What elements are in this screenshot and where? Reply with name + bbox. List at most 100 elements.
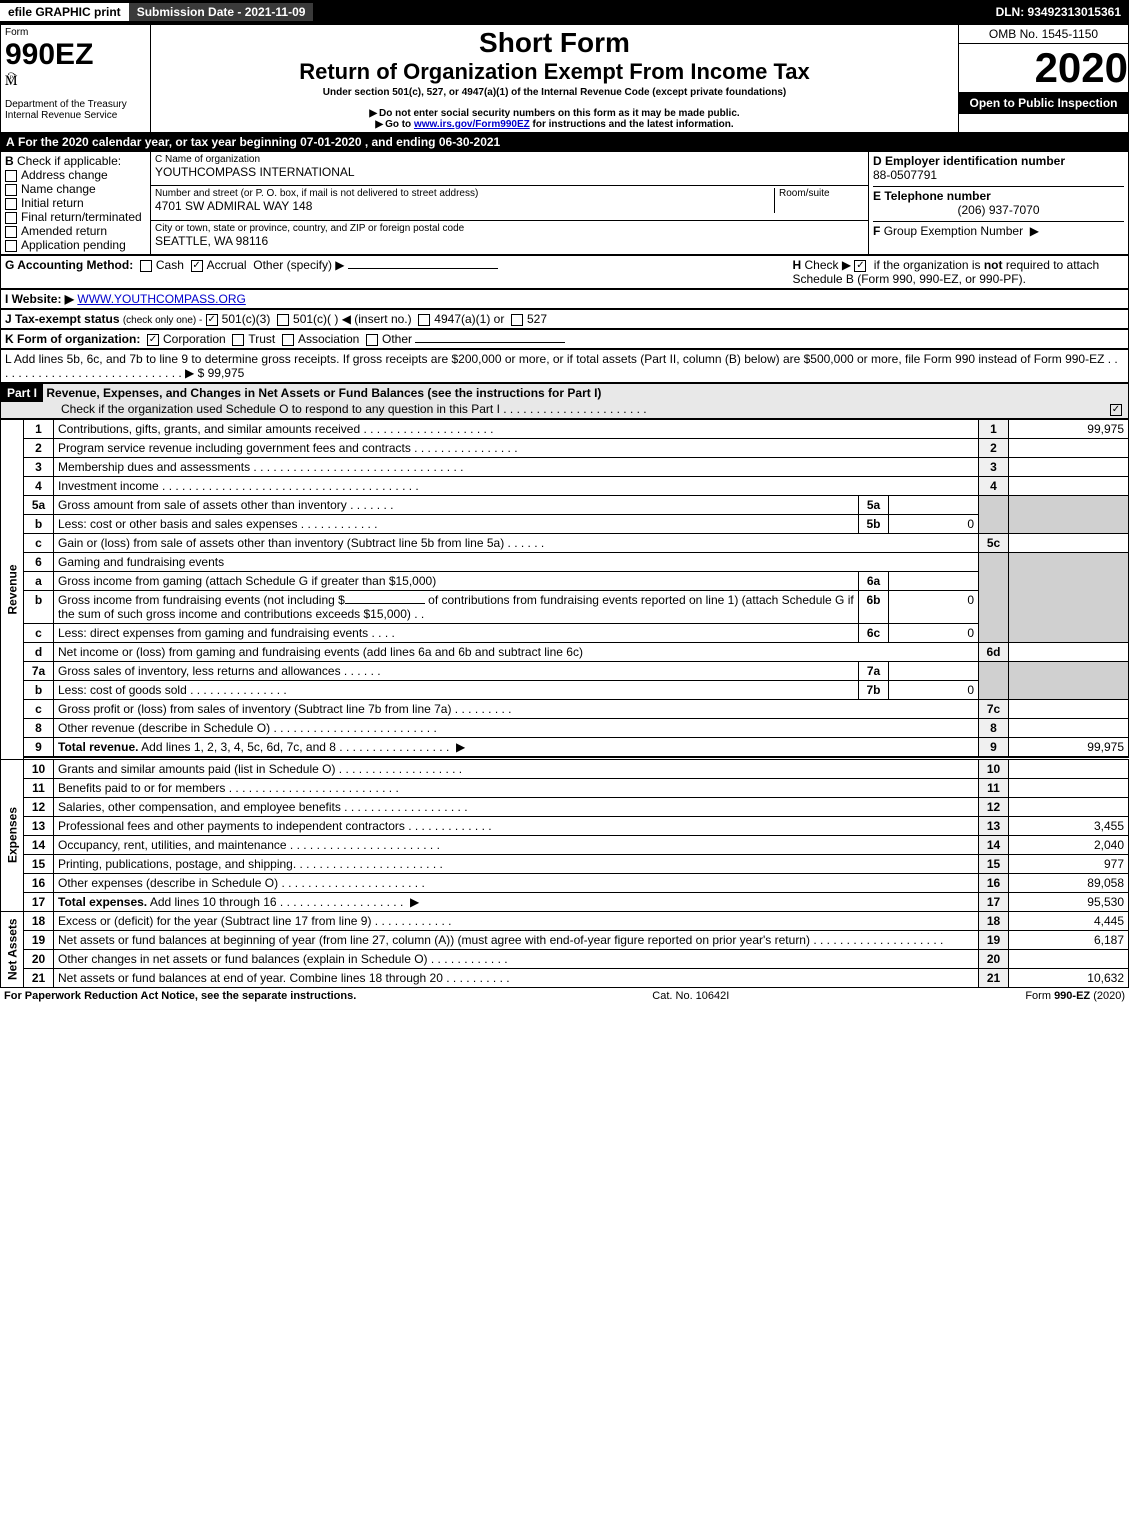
opt-amended-return: Amended return [21,224,107,238]
line-11-text: Benefits paid to or for members . . . . … [54,778,979,797]
line-5a-text: Gross amount from sale of assets other t… [54,496,859,515]
line-6-text: Gaming and fundraising events [54,553,979,572]
line-10-col: 10 [979,759,1009,778]
part1-lines: Revenue 1 Contributions, gifts, grants, … [0,419,1129,988]
form-word: Form [5,27,146,38]
line-12-no: 12 [24,797,54,816]
line-5c-col: 5c [979,534,1009,553]
checkbox-schedule-o-part1[interactable] [1110,404,1122,416]
sections-gh: G Accounting Method: Cash Accrual Other … [0,255,1129,289]
omb-number: OMB No. 1545-1150 [959,25,1128,44]
line-2-text: Program service revenue including govern… [54,439,979,458]
check-applicable: Check if applicable: [17,154,121,168]
checkbox-501c[interactable] [277,314,289,326]
checkbox-schedule-b[interactable] [854,260,866,272]
city-value: SEATTLE, WA 98116 [155,234,864,248]
checkbox-accrual[interactable] [191,260,203,272]
opt-501c: 501(c)( ) ◀ (insert no.) [293,312,412,326]
line-20-col: 20 [979,949,1009,968]
line-7c-amount [1009,700,1129,719]
section-h-check: Check ▶ [805,258,852,272]
line-7c-no: c [24,700,54,719]
line-1-no: 1 [24,420,54,439]
line-4-amount [1009,477,1129,496]
footer: For Paperwork Reduction Act Notice, see … [0,988,1129,1004]
line-11-col: 11 [979,778,1009,797]
part1-label: Part I [1,384,43,402]
line-5b-sub: 5b [859,515,889,534]
checkbox-amended-return[interactable] [5,226,17,238]
line-9-no: 9 [24,738,54,758]
line-6a-no: a [24,572,54,591]
room-label: Room/suite [779,188,864,199]
irs-link[interactable]: www.irs.gov/Form990EZ [414,119,530,130]
checkbox-address-change[interactable] [5,170,17,182]
address-value: 4701 SW ADMIRAL WAY 148 [155,199,774,213]
checkbox-527[interactable] [511,314,523,326]
submission-date: Submission Date - 2021-11-09 [129,3,314,21]
line-7a-sub: 7a [859,662,889,681]
opt-corp: Corporation [163,332,226,346]
checkbox-501c3[interactable] [206,314,218,326]
checkbox-assoc[interactable] [282,334,294,346]
opt-assoc: Association [298,332,359,346]
addr-label: Number and street (or P. O. box, if mail… [155,188,774,199]
checkbox-trust[interactable] [232,334,244,346]
line-20-text: Other changes in net assets or fund bala… [54,949,979,968]
line-2-amount [1009,439,1129,458]
line-7c-col: 7c [979,700,1009,719]
checkbox-4947[interactable] [418,314,430,326]
opt-4947: 4947(a)(1) or [434,312,504,326]
checkbox-name-change[interactable] [5,184,17,196]
short-form-title: Short Form [155,27,954,59]
line-3-no: 3 [24,458,54,477]
checkbox-corp[interactable] [147,334,159,346]
tax-year: 2020 [959,44,1128,92]
checkbox-application-pending[interactable] [5,240,17,252]
line-11-amount [1009,778,1129,797]
line-7b-subamt: 0 [889,681,979,700]
line-7b-text: Less: cost of goods sold . . . . . . . .… [54,681,859,700]
footer-left: For Paperwork Reduction Act Notice, see … [4,990,356,1002]
line-5c-amount [1009,534,1129,553]
line-16-no: 16 [24,873,54,892]
section-l: L Add lines 5b, 6c, and 7b to line 9 to … [1,350,1129,383]
line-14-amount: 2,040 [1009,835,1129,854]
line-11-no: 11 [24,778,54,797]
open-public: Open to Public Inspection [959,92,1128,114]
line-5a-sub: 5a [859,496,889,515]
line-6-no: 6 [24,553,54,572]
line-6d-col: 6d [979,643,1009,662]
line-18-no: 18 [24,911,54,930]
line-1-text: Contributions, gifts, grants, and simila… [54,420,979,439]
line-20-no: 20 [24,949,54,968]
ssn-note: Do not enter social security numbers on … [379,108,740,119]
line-17-col: 17 [979,892,1009,911]
line-16-text: Other expenses (describe in Schedule O) … [54,873,979,892]
line-12-col: 12 [979,797,1009,816]
line-17-amount: 95,530 [1009,892,1129,911]
opt-501c3: 501(c)(3) [222,312,271,326]
line-12-text: Salaries, other compensation, and employ… [54,797,979,816]
opt-final-return: Final return/terminated [21,210,142,224]
checkbox-other-org[interactable] [366,334,378,346]
line-10-no: 10 [24,759,54,778]
line-18-text: Excess or (deficit) for the year (Subtra… [54,911,979,930]
line-7a-subamt [889,662,979,681]
line-2-col: 2 [979,439,1009,458]
line-21-text: Net assets or fund balances at end of ye… [54,968,979,987]
checkbox-initial-return[interactable] [5,198,17,210]
line-15-col: 15 [979,854,1009,873]
line-19-no: 19 [24,930,54,949]
line-5a-no: 5a [24,496,54,515]
line-13-amount: 3,455 [1009,816,1129,835]
opt-other-method: Other (specify) ▶ [253,258,344,272]
checkbox-final-return[interactable] [5,212,17,224]
efile-label[interactable]: efile GRAPHIC print [0,3,129,21]
line-2-no: 2 [24,439,54,458]
line-4-text: Investment income . . . . . . . . . . . … [54,477,979,496]
line-9-col: 9 [979,738,1009,758]
line-18-amount: 4,445 [1009,911,1129,930]
checkbox-cash[interactable] [140,260,152,272]
website-link[interactable]: WWW.YOUTHCOMPASS.ORG [77,292,245,306]
